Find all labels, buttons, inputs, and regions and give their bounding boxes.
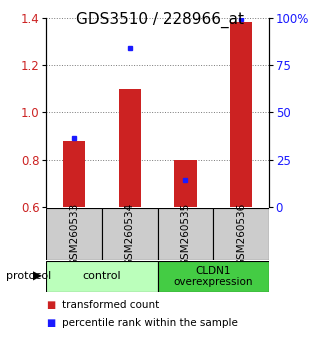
Text: transformed count: transformed count bbox=[62, 300, 160, 310]
Text: GDS3510 / 228966_at: GDS3510 / 228966_at bbox=[76, 11, 244, 28]
Bar bbox=[102, 208, 157, 260]
Bar bbox=[157, 208, 213, 260]
Text: ■: ■ bbox=[46, 318, 56, 328]
Text: protocol: protocol bbox=[6, 272, 52, 281]
Bar bbox=[46, 261, 157, 292]
Text: percentile rank within the sample: percentile rank within the sample bbox=[62, 318, 238, 328]
Text: ▶: ▶ bbox=[33, 270, 42, 283]
Bar bbox=[63, 141, 85, 207]
Text: control: control bbox=[83, 272, 121, 281]
Text: CLDN1
overexpression: CLDN1 overexpression bbox=[173, 266, 253, 287]
Bar bbox=[230, 22, 252, 207]
Text: ■: ■ bbox=[46, 300, 56, 310]
Bar bbox=[119, 89, 141, 207]
Text: GSM260535: GSM260535 bbox=[180, 202, 190, 266]
Bar bbox=[174, 160, 196, 207]
Bar bbox=[213, 208, 269, 260]
Text: GSM260533: GSM260533 bbox=[69, 202, 79, 266]
Bar bbox=[157, 261, 269, 292]
Text: GSM260534: GSM260534 bbox=[125, 202, 135, 266]
Text: GSM260536: GSM260536 bbox=[236, 202, 246, 266]
Bar bbox=[46, 208, 102, 260]
